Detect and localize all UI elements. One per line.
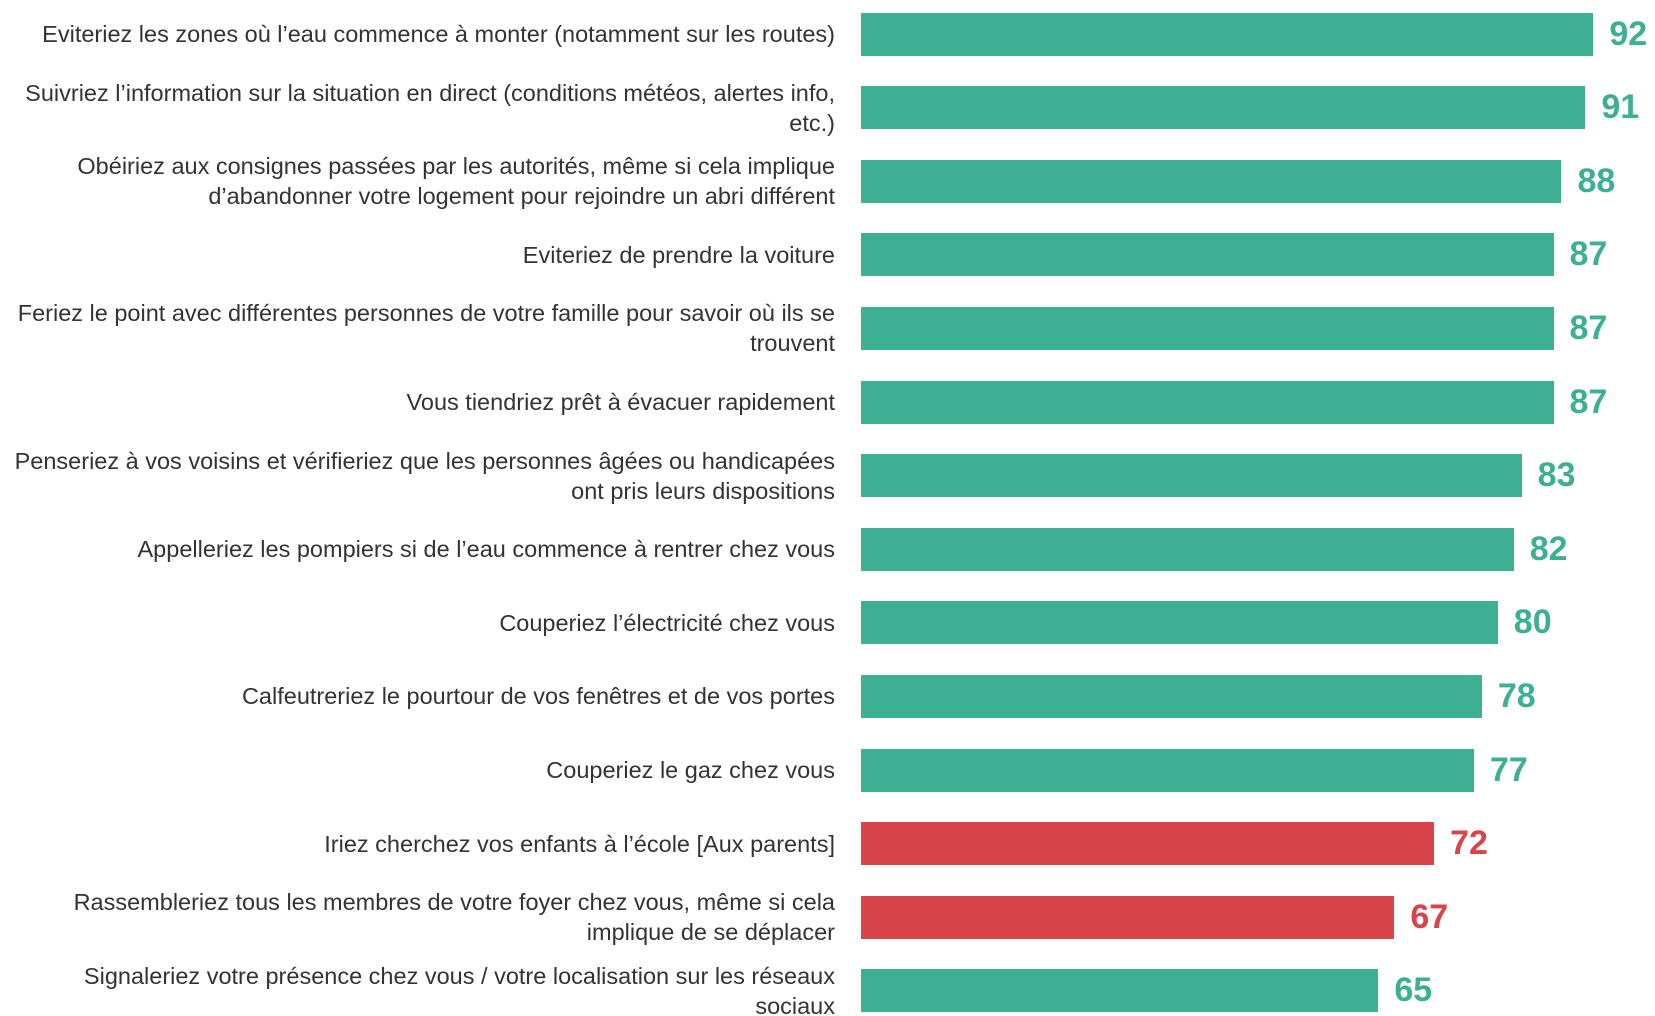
- category-label: Appelleriez les pompiers si de l’eau com…: [137, 536, 836, 563]
- category-label: Eviteriez les zones où l’eau commence à …: [42, 21, 835, 47]
- value-label: 91: [1601, 88, 1640, 127]
- category-label: Rassembleriez tous les membres de votre …: [73, 889, 835, 946]
- value-label: 80: [1513, 603, 1552, 642]
- bar: [861, 86, 1586, 130]
- value-label: 78: [1497, 676, 1536, 715]
- value-label: 87: [1569, 308, 1608, 347]
- bar: [861, 822, 1435, 866]
- value-label: 67: [1410, 897, 1449, 936]
- value-label: 65: [1394, 971, 1433, 1010]
- category-label: Vous tiendriez prêt à évacuer rapidement: [406, 389, 835, 415]
- value-label: 87: [1569, 235, 1608, 274]
- bar: [861, 601, 1498, 645]
- bar: [861, 233, 1554, 277]
- category-label: Suivriez l’information sur la situation …: [25, 79, 835, 136]
- category-label: Iriez cherchez vos enfants à l’école [Au…: [324, 830, 835, 857]
- category-label: Obéiriez aux consignes passées par les a…: [77, 153, 835, 210]
- value-label: 83: [1537, 456, 1576, 495]
- bar: [861, 380, 1554, 424]
- bar: [861, 454, 1522, 498]
- value-label: 92: [1609, 14, 1648, 53]
- value-label: 82: [1529, 529, 1568, 568]
- bar: [861, 748, 1474, 792]
- bar: [861, 527, 1514, 571]
- bar: [861, 306, 1554, 350]
- bar: [861, 969, 1379, 1013]
- category-label: Calfeutreriez le pourtour de vos fenêtre…: [241, 683, 835, 710]
- category-label: Signaleriez votre présence chez vous / v…: [83, 962, 835, 1016]
- value-label: 88: [1577, 161, 1616, 200]
- bar: [861, 159, 1562, 203]
- category-label: Penseriez à vos voisins et vérifieriez q…: [14, 447, 835, 504]
- bar: [861, 674, 1482, 718]
- value-label: 72: [1450, 824, 1488, 863]
- value-label: 87: [1569, 382, 1608, 421]
- category-label: Couperiez l’électricité chez vous: [499, 609, 835, 636]
- category-label: Couperiez le gaz chez vous: [546, 757, 835, 783]
- category-label: Feriez le point avec différentes personn…: [17, 300, 835, 357]
- category-label: Eviteriez de prendre la voiture: [522, 241, 835, 268]
- bar: [861, 12, 1594, 56]
- value-label: 77: [1489, 750, 1528, 789]
- bar: [861, 895, 1395, 939]
